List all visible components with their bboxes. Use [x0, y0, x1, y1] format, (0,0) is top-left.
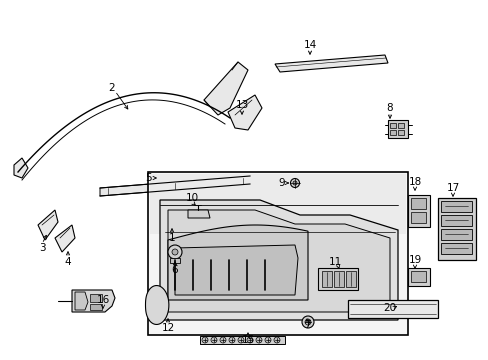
Text: 10: 10: [185, 193, 198, 203]
Circle shape: [264, 337, 270, 343]
Polygon shape: [75, 292, 88, 310]
Text: 16: 16: [96, 295, 109, 305]
Bar: [397, 123, 403, 128]
Text: 13: 13: [235, 100, 248, 110]
Bar: [440, 229, 471, 240]
Bar: [389, 123, 395, 128]
Text: 19: 19: [407, 255, 421, 265]
Circle shape: [228, 337, 235, 343]
Circle shape: [302, 316, 313, 328]
Bar: [407, 195, 429, 227]
Polygon shape: [187, 210, 209, 218]
Text: 5: 5: [144, 173, 151, 183]
Bar: [389, 130, 395, 135]
Circle shape: [246, 337, 252, 343]
Bar: [347, 300, 437, 318]
Bar: [387, 120, 407, 138]
Bar: [170, 258, 180, 263]
Circle shape: [256, 337, 262, 343]
Bar: [410, 271, 425, 282]
Bar: [397, 130, 403, 135]
Bar: [407, 268, 429, 286]
Text: 11: 11: [328, 257, 341, 267]
Polygon shape: [160, 200, 397, 320]
Text: 2: 2: [108, 83, 115, 93]
Bar: [346, 271, 355, 287]
Bar: [410, 198, 425, 209]
Bar: [200, 336, 285, 344]
Text: 15: 15: [241, 335, 254, 345]
Circle shape: [172, 249, 178, 255]
Text: 14: 14: [303, 40, 316, 50]
Polygon shape: [145, 285, 168, 324]
Circle shape: [220, 337, 225, 343]
Polygon shape: [227, 95, 262, 130]
Text: 4: 4: [64, 257, 71, 267]
Bar: [333, 271, 343, 287]
Polygon shape: [72, 290, 115, 312]
Circle shape: [273, 337, 280, 343]
Circle shape: [292, 181, 296, 185]
Bar: [440, 201, 471, 212]
Polygon shape: [100, 176, 249, 196]
Circle shape: [305, 319, 310, 325]
Bar: [440, 243, 471, 254]
Text: 20: 20: [383, 303, 396, 313]
Polygon shape: [203, 62, 247, 115]
Polygon shape: [14, 158, 28, 178]
Circle shape: [238, 337, 244, 343]
Bar: [440, 215, 471, 226]
Polygon shape: [168, 210, 389, 312]
Text: 3: 3: [39, 243, 45, 253]
Bar: [150, 174, 405, 234]
Text: 12: 12: [161, 323, 174, 333]
Text: 9: 9: [278, 178, 285, 188]
Polygon shape: [168, 225, 307, 300]
Bar: [90, 304, 102, 310]
Text: 7: 7: [303, 320, 310, 330]
Text: 6: 6: [171, 265, 178, 275]
Bar: [148, 172, 407, 335]
Text: 18: 18: [407, 177, 421, 187]
Circle shape: [210, 337, 217, 343]
Polygon shape: [55, 225, 75, 252]
Text: 17: 17: [446, 183, 459, 193]
Text: 8: 8: [386, 103, 392, 113]
Circle shape: [168, 245, 182, 259]
Polygon shape: [175, 245, 297, 295]
Polygon shape: [38, 210, 58, 240]
Bar: [410, 212, 425, 223]
Polygon shape: [274, 55, 387, 72]
Bar: [321, 271, 331, 287]
Bar: [437, 198, 475, 260]
Bar: [90, 294, 102, 302]
Bar: [317, 268, 357, 290]
Circle shape: [290, 179, 299, 188]
Text: 1: 1: [168, 233, 175, 243]
Circle shape: [202, 337, 207, 343]
